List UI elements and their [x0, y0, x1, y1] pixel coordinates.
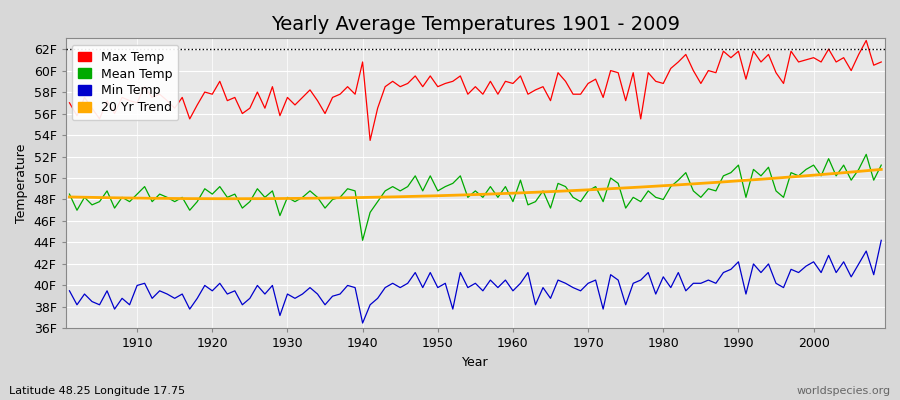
Text: Latitude 48.25 Longitude 17.75: Latitude 48.25 Longitude 17.75: [9, 386, 185, 396]
Y-axis label: Temperature: Temperature: [15, 144, 28, 223]
Text: worldspecies.org: worldspecies.org: [796, 386, 891, 396]
X-axis label: Year: Year: [462, 356, 489, 369]
Legend: Max Temp, Mean Temp, Min Temp, 20 Yr Trend: Max Temp, Mean Temp, Min Temp, 20 Yr Tre…: [72, 44, 178, 120]
Title: Yearly Average Temperatures 1901 - 2009: Yearly Average Temperatures 1901 - 2009: [271, 15, 680, 34]
